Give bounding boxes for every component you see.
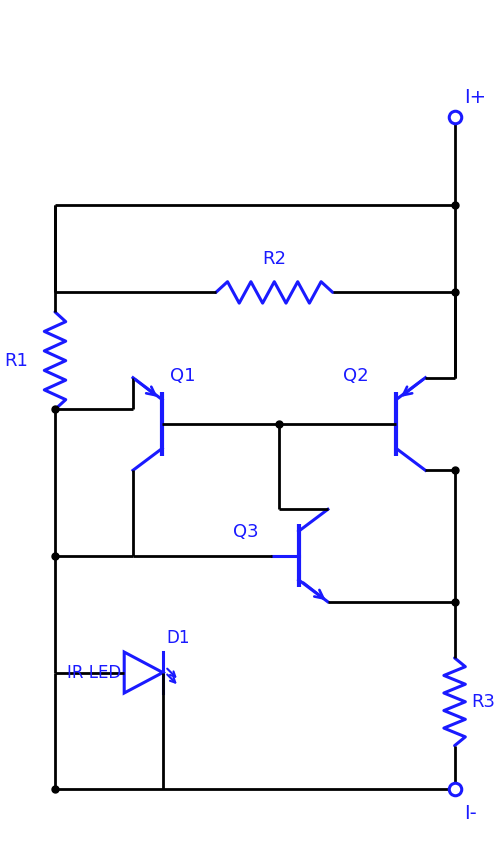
Text: R1: R1 xyxy=(4,352,28,370)
Text: IR LED: IR LED xyxy=(67,663,122,682)
Text: Q2: Q2 xyxy=(342,367,368,385)
Text: Q1: Q1 xyxy=(170,367,195,385)
Text: R3: R3 xyxy=(472,693,496,711)
Text: Q3: Q3 xyxy=(233,523,258,541)
Text: D1: D1 xyxy=(166,629,190,647)
Text: I+: I+ xyxy=(464,88,486,107)
Text: R2: R2 xyxy=(262,250,286,268)
Text: I-: I- xyxy=(464,804,477,823)
